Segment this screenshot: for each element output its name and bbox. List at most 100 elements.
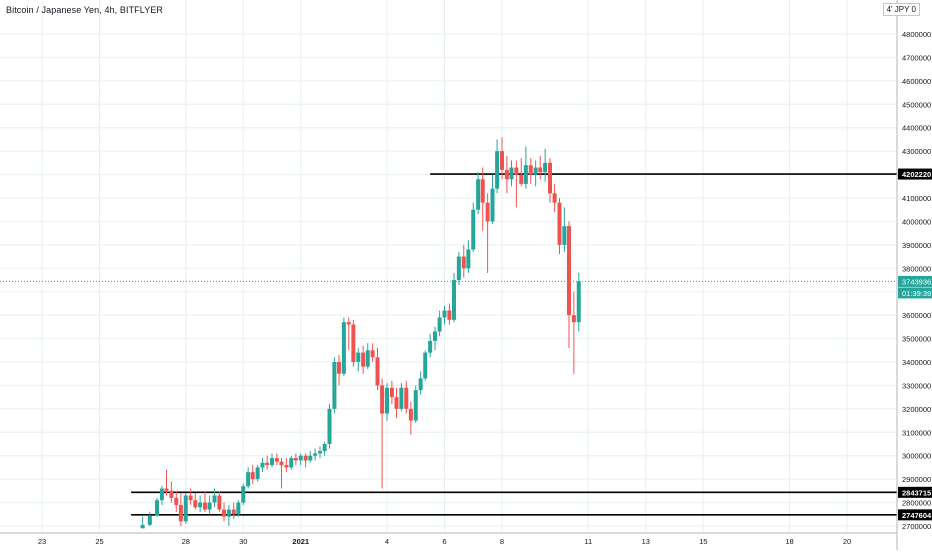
candle-body <box>428 340 433 353</box>
candle-body <box>183 495 188 522</box>
y-tick-label: 3300000 <box>902 381 931 390</box>
candle-body <box>394 397 399 409</box>
y-tick-label: 4500000 <box>902 100 931 109</box>
candle-body <box>265 462 270 466</box>
x-tick-label: 15 <box>699 537 707 546</box>
grid-layer <box>0 0 896 532</box>
candle-body <box>533 167 538 175</box>
candle-body <box>155 500 159 516</box>
candle-body <box>408 408 413 421</box>
candle-body <box>241 486 246 503</box>
y-tick-label: 3900000 <box>902 241 931 250</box>
currency-selector[interactable]: 4' JPY 0 <box>882 3 920 16</box>
candle-body <box>375 357 380 386</box>
candle-body <box>250 472 255 480</box>
candle-body <box>528 165 533 175</box>
candle-body <box>471 209 476 250</box>
candle-body <box>413 390 418 421</box>
y-tick-label: 4000000 <box>902 217 931 226</box>
candle-body <box>466 249 471 269</box>
candle-body <box>279 461 284 466</box>
y-tick-label: 3000000 <box>902 452 931 461</box>
y-tick-label: 2800000 <box>902 499 931 508</box>
candle-body <box>147 515 152 525</box>
candle-body <box>274 458 279 462</box>
candle-body <box>226 509 231 517</box>
candle-body <box>461 256 466 269</box>
candle-body <box>332 362 337 409</box>
x-tick-label: 8 <box>500 537 504 546</box>
candle-body <box>327 408 332 444</box>
candle-body <box>255 467 260 480</box>
candle-body <box>509 167 514 180</box>
y-tick-label: 2900000 <box>902 475 931 484</box>
x-tick-label: 30 <box>239 537 247 546</box>
y-tick-label: 4800000 <box>902 30 931 39</box>
candle-body <box>140 524 145 529</box>
candle-body <box>576 281 581 323</box>
candle-body <box>351 324 356 362</box>
candle-body <box>361 352 366 367</box>
candle-body <box>485 202 490 222</box>
candle-body <box>164 488 169 491</box>
price-label-text: 4202220 <box>902 170 931 179</box>
candles-layer <box>140 137 581 529</box>
x-tick-label: 25 <box>95 537 103 546</box>
countdown-label-box <box>898 287 932 299</box>
candle-body <box>538 167 543 173</box>
candle-body <box>442 310 447 318</box>
candle-body <box>437 317 442 332</box>
candle-body <box>514 167 519 175</box>
candle-body <box>451 280 456 320</box>
candle-body <box>346 322 351 325</box>
candle-body <box>236 502 241 515</box>
candle-body <box>207 502 212 510</box>
x-tick-label: 6 <box>442 537 446 546</box>
x-tick-label: 20 <box>843 537 851 546</box>
candle-body <box>308 455 313 461</box>
y-tick-label: 4100000 <box>902 194 931 203</box>
candle-body <box>543 162 548 173</box>
symbol-title: Bitcoin / Japanese Yen, 4h, BITFLYER <box>6 5 164 15</box>
y-tick-label: 3800000 <box>902 264 931 273</box>
candle-body <box>476 179 481 210</box>
candle-body <box>303 455 308 461</box>
countdown-label: 01:39:39 <box>902 289 931 298</box>
price-label-box <box>898 509 932 521</box>
y-tick-label: 4700000 <box>902 53 931 62</box>
candle-body <box>389 387 394 398</box>
candle-body <box>404 387 409 409</box>
y-tick-label: 3200000 <box>902 405 931 414</box>
candle-body <box>500 151 504 170</box>
candle-body <box>212 495 217 503</box>
candle-body <box>418 378 423 391</box>
y-tick-label: 4400000 <box>902 124 931 133</box>
candle-body <box>433 331 438 341</box>
candle-body <box>169 490 174 498</box>
candle-body <box>336 362 341 374</box>
candle-body <box>159 488 164 501</box>
candle-body <box>318 451 323 454</box>
candle-body <box>548 162 553 194</box>
price-label-box <box>898 168 932 180</box>
candle-body <box>178 504 183 522</box>
candle-body <box>341 322 346 374</box>
candle-body <box>385 387 389 414</box>
horizontal-lines-layer <box>0 173 897 516</box>
y-tick-label: 3100000 <box>902 428 931 437</box>
candle-body <box>456 256 461 280</box>
candle-body <box>260 462 265 468</box>
candle-body <box>562 226 567 245</box>
candle-body <box>490 188 495 222</box>
price-label-box <box>898 486 932 498</box>
y-tick-label: 3500000 <box>902 335 931 344</box>
y-tick-label: 3600000 <box>902 311 931 320</box>
candle-body <box>322 444 327 452</box>
candle-body <box>217 495 222 510</box>
candle-body <box>221 509 226 517</box>
candle-body <box>370 350 375 358</box>
candle-body <box>198 502 203 508</box>
candle-body <box>188 495 193 501</box>
